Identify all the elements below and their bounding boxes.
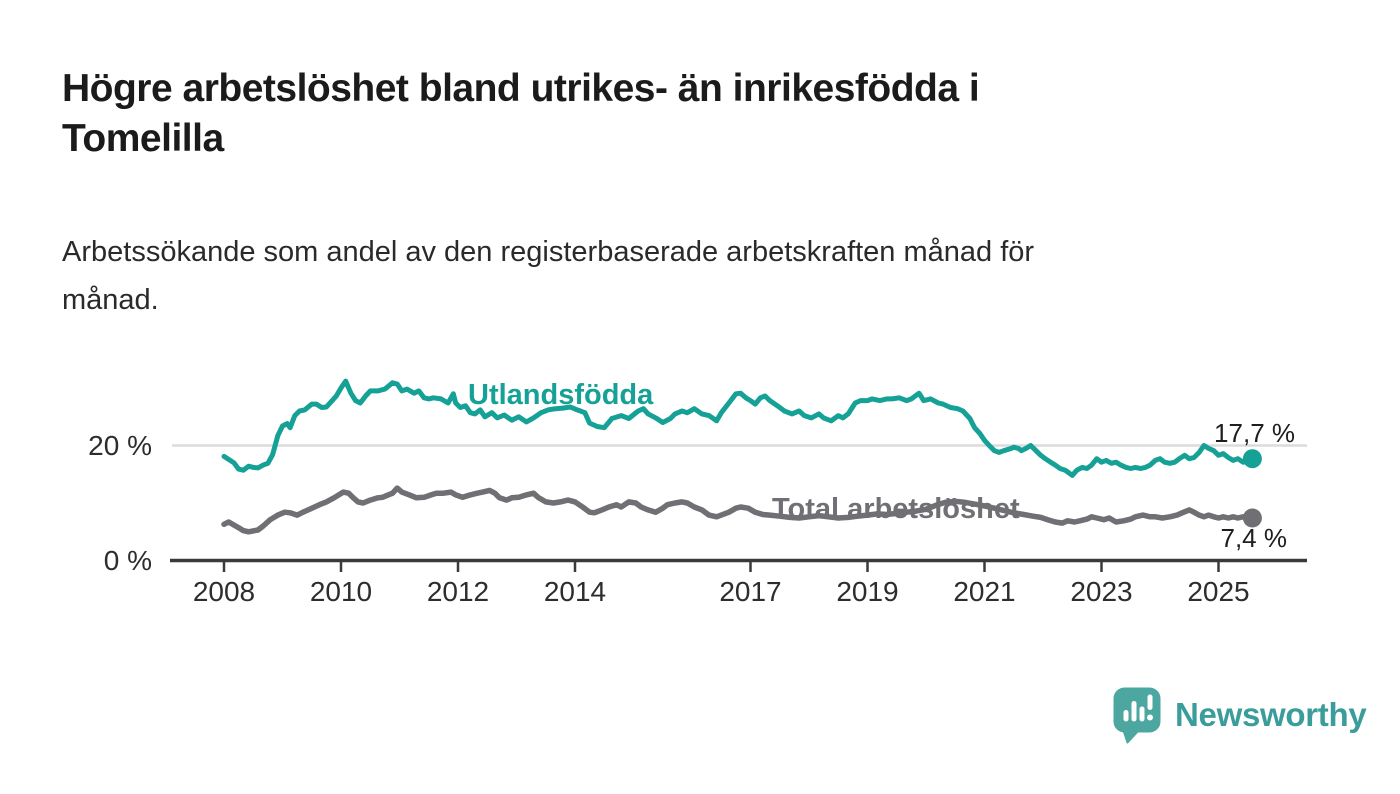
logo-bar-1 bbox=[1123, 710, 1129, 722]
page-title-line-1: Högre arbetslöshet bland utrikes- än inr… bbox=[62, 67, 980, 110]
x-tick-label-2019: 2019 bbox=[836, 576, 899, 607]
chart-subtitle-line-2: månad. bbox=[62, 284, 159, 316]
x-tick-label-2023: 2023 bbox=[1070, 576, 1133, 607]
x-tick-label-2025: 2025 bbox=[1187, 576, 1250, 607]
y-tick-label-20: 20 % bbox=[88, 429, 152, 461]
page-title: Högre arbetslöshet bland utrikes- än inr… bbox=[62, 64, 1362, 164]
series-label-utlandsfodda: Utlandsfödda bbox=[468, 379, 654, 411]
x-tick-label-2012: 2012 bbox=[426, 576, 490, 607]
chart-subtitle: Arbetssökande som andel av den registerb… bbox=[62, 228, 1362, 324]
y-tick-label-0: 0 % bbox=[103, 544, 152, 576]
end-value-label-total-arbetsloshet: 7,4 % bbox=[1220, 523, 1288, 553]
x-tick-label-2021: 2021 bbox=[953, 576, 1016, 607]
x-axis-ticks bbox=[222, 561, 1220, 572]
end-value-label-utlandsfodda: 17,7 % bbox=[1214, 418, 1295, 448]
series-line-total-arbetsloshet bbox=[221, 485, 1256, 535]
series-layer bbox=[221, 378, 1262, 535]
series-label-total-arbetsloshet: Total arbetslöshet bbox=[772, 493, 1020, 525]
x-tick-label-2010: 2010 bbox=[309, 576, 373, 607]
series-line-utlandsfodda bbox=[221, 378, 1255, 478]
logo-bar-2 bbox=[1131, 701, 1137, 722]
page-title-line-2: Tomelilla bbox=[62, 117, 224, 160]
x-tick-label-2017: 2017 bbox=[719, 576, 782, 607]
x-tick-label-2014: 2014 bbox=[543, 576, 607, 607]
newsworthy-logo-icon bbox=[1113, 687, 1161, 744]
series-end-dot-total-arbetsloshet bbox=[1242, 508, 1262, 528]
newsworthy-branding: Newsworthy bbox=[1112, 686, 1367, 744]
x-tick-label-2008: 2008 bbox=[192, 576, 256, 607]
chart-subtitle-line-1: Arbetssökande som andel av den registerb… bbox=[62, 236, 1035, 268]
series-end-dot-utlandsfodda bbox=[1242, 449, 1262, 469]
logo-exclamation-bar bbox=[1147, 694, 1153, 710]
logo-exclamation-dot bbox=[1147, 714, 1153, 721]
newsworthy-wordmark: Newsworthy bbox=[1175, 696, 1367, 733]
logo-bar-3 bbox=[1139, 706, 1145, 722]
